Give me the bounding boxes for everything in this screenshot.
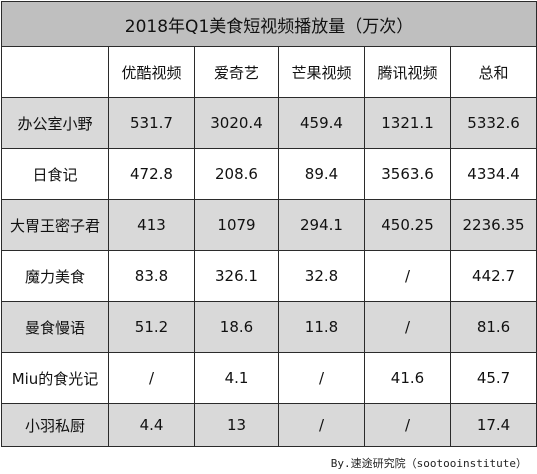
column-header: 总和 (449, 46, 537, 98)
row-label: 大胃王密子君 (1, 199, 109, 251)
title-row: 2018年Q1美食短视频播放量（万次） (0, 1, 537, 47)
data-cell: 45.7 (449, 352, 537, 404)
data-cell: 11.8 (278, 301, 365, 353)
row-label: 小羽私厨 (1, 403, 109, 447)
data-cell: 18.6 (194, 301, 279, 353)
data-cell: 3020.4 (194, 97, 279, 149)
data-cell: 4.1 (194, 352, 279, 404)
data-cell: / (278, 403, 365, 447)
column-header: 爱奇艺 (194, 46, 279, 98)
data-cell: 294.1 (278, 199, 365, 251)
row-label: 办公室小野 (1, 97, 109, 149)
row-label: Miu的食光记 (1, 352, 109, 404)
data-cell: 2236.35 (449, 199, 537, 251)
data-cell: 413 (108, 199, 195, 251)
data-cell: / (108, 352, 195, 404)
row-label: 曼食慢语 (1, 301, 109, 353)
column-header: 芒果视频 (278, 46, 365, 98)
column-header: 优酷视频 (108, 46, 195, 98)
data-cell: 81.6 (449, 301, 537, 353)
data-cell: / (364, 250, 451, 302)
data-cell: 442.7 (449, 250, 537, 302)
table-row: 办公室小野 531.7 3020.4 459.4 1321.1 5332.6 (1, 97, 537, 149)
table-row: 曼食慢语 51.2 18.6 11.8/81.6 (1, 301, 537, 353)
table-row: 日食记 472.8 208.6 89.4 3563.6 4334.4 (1, 148, 537, 200)
data-table: 2018年Q1美食短视频播放量（万次） 优酷视频 爱奇艺 芒果视频 腾讯视频 总和 办公… (0, 1, 537, 447)
data-cell: 1321.1 (364, 97, 451, 149)
data-cell: 450.25 (364, 199, 451, 251)
data-cell: 13 (194, 403, 279, 447)
source-credit: By.速途研究院（sootooinstitute） (330, 457, 527, 470)
data-cell: 1079 (194, 199, 279, 251)
table-row: Miu的食光记/4.1/41.6 45.7 (1, 352, 537, 404)
data-cell: 326.1 (194, 250, 279, 302)
column-header: 腾讯视频 (364, 46, 451, 98)
data-cell: 51.2 (108, 301, 195, 353)
table-row: 魔力美食 83.8 326.1 32.8/442.7 (1, 250, 537, 302)
data-cell: 41.6 (364, 352, 451, 404)
data-cell: 5332.6 (449, 97, 537, 149)
row-label: 魔力美食 (1, 250, 109, 302)
data-cell: 3563.6 (364, 148, 451, 200)
data-cell: 32.8 (278, 250, 365, 302)
data-cell: / (364, 301, 451, 353)
header-row: 优酷视频 爱奇艺 芒果视频 腾讯视频 总和 (1, 46, 537, 98)
table-row: 大胃王密子君 413 1079 294.1 450.25 2236.35 (1, 199, 537, 251)
data-cell: 17.4 (449, 403, 537, 447)
data-cell: 4.4 (108, 403, 195, 447)
table-row: 小羽私厨 4.4 13//17.4 (1, 403, 537, 447)
data-cell: / (278, 352, 365, 404)
data-cell: 459.4 (278, 97, 365, 149)
row-label: 日食记 (1, 148, 109, 200)
data-cell: 208.6 (194, 148, 279, 200)
table-title: 2018年Q1美食短视频播放量（万次） (0, 1, 537, 47)
data-cell: 89.4 (278, 148, 365, 200)
data-cell: 472.8 (108, 148, 195, 200)
corner-cell (1, 46, 109, 98)
data-cell: 4334.4 (449, 148, 537, 200)
data-cell: / (364, 403, 451, 447)
data-cell: 531.7 (108, 97, 195, 149)
data-cell: 83.8 (108, 250, 195, 302)
